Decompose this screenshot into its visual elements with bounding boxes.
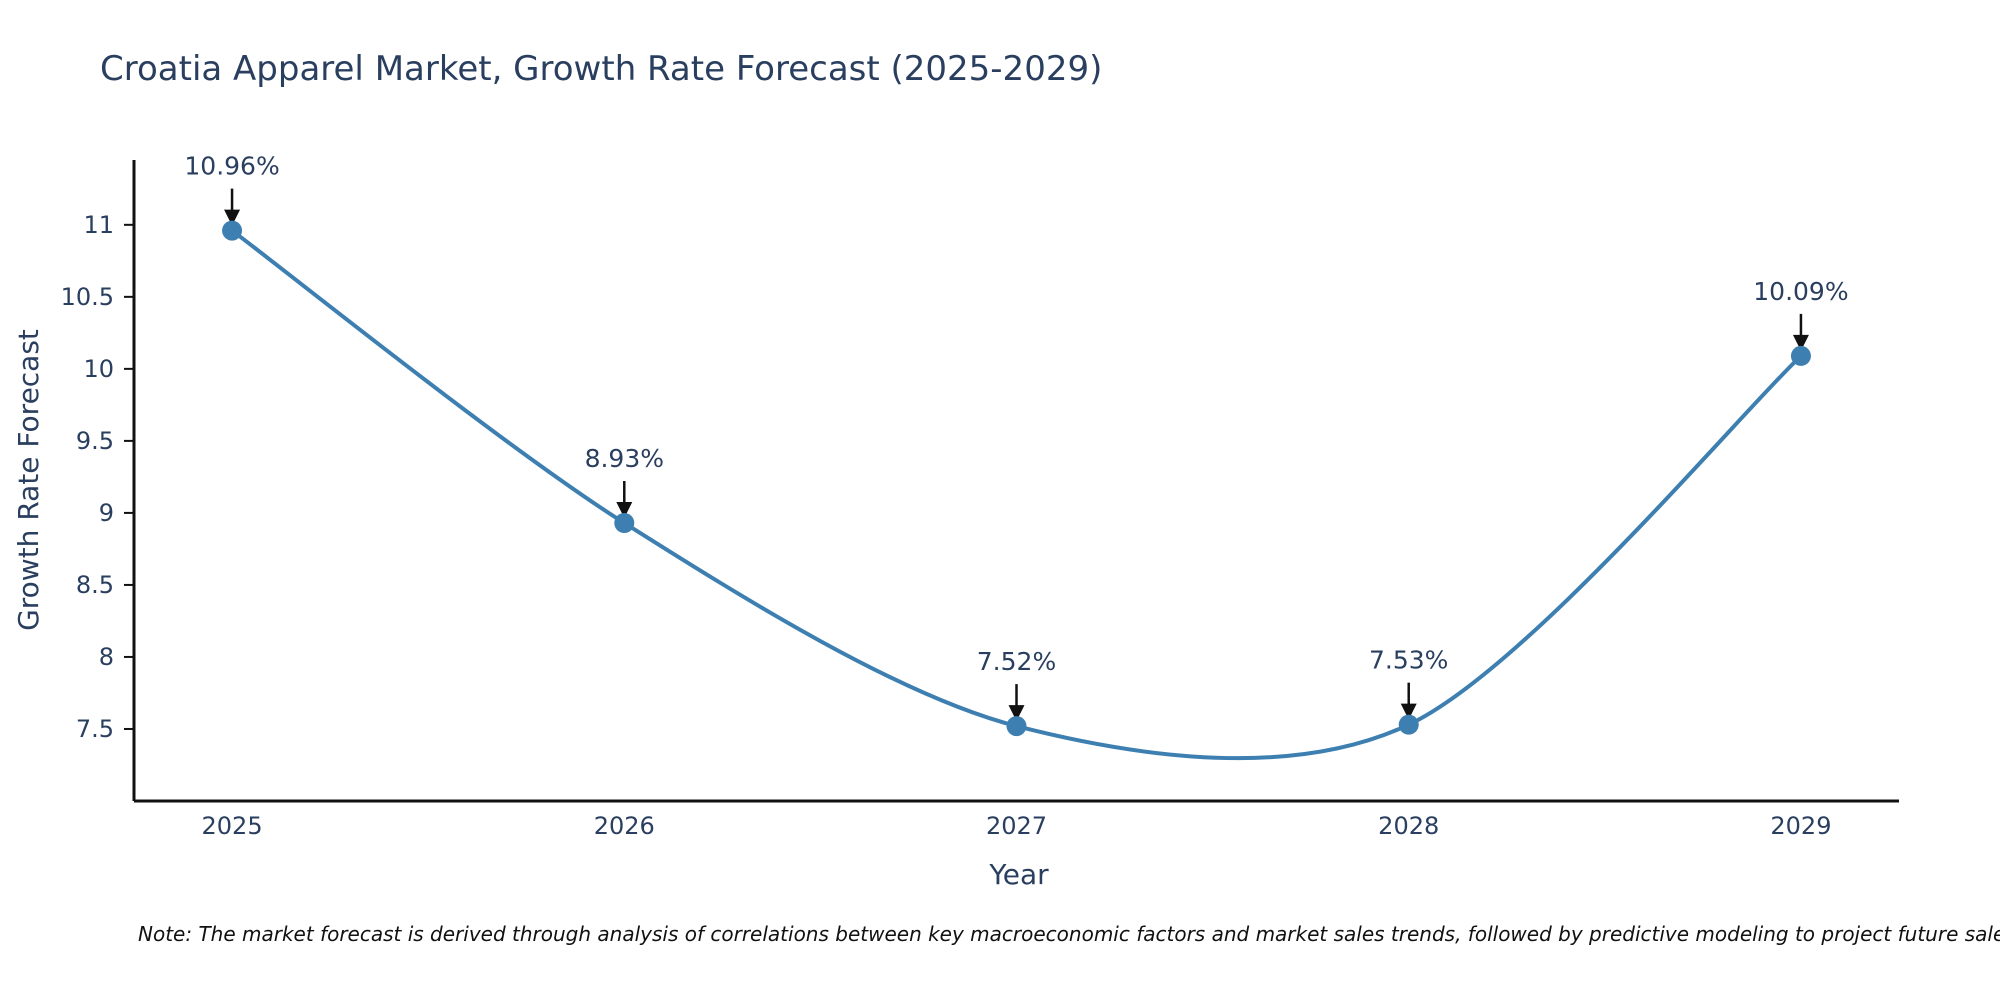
data-annotations: 10.96% 8.93% 7.52% 7.53% 10.09% bbox=[184, 152, 1849, 722]
data-label-2027: 7.52% bbox=[977, 647, 1056, 676]
x-tick-label-2029: 2029 bbox=[1770, 812, 1831, 840]
data-label-2025: 10.96% bbox=[184, 152, 279, 181]
annotation-arrow-head-2029 bbox=[1792, 334, 1809, 351]
y-tick-label-10-5: 10.5 bbox=[61, 283, 114, 311]
y-axis-title: Growth Rate Forecast bbox=[12, 329, 45, 631]
data-point-2029 bbox=[1790, 345, 1811, 366]
data-point-2027 bbox=[1006, 716, 1027, 737]
data-label-2029: 10.09% bbox=[1753, 277, 1848, 306]
data-label-2026: 8.93% bbox=[585, 444, 664, 473]
y-tick-label-8: 8 bbox=[99, 643, 114, 671]
x-tick-label-2027: 2027 bbox=[986, 812, 1047, 840]
chart-title: Croatia Apparel Market, Growth Rate Fore… bbox=[100, 49, 1102, 89]
y-tick-label-11: 11 bbox=[83, 211, 114, 239]
annotation-arrow-head-2026 bbox=[616, 501, 633, 518]
data-markers bbox=[222, 220, 1811, 737]
x-tick-label-2026: 2026 bbox=[594, 812, 655, 840]
y-axis-ticks: 7.5 8 8.5 9 9.5 10 10.5 11 bbox=[61, 211, 134, 743]
annotation-arrow-head-2028 bbox=[1400, 703, 1417, 720]
y-tick-label-9-5: 9.5 bbox=[76, 427, 114, 455]
series-line-growth-rate bbox=[230, 228, 1803, 761]
y-tick-label-10: 10 bbox=[83, 355, 114, 383]
x-tick-label-2025: 2025 bbox=[202, 812, 263, 840]
data-label-2028: 7.53% bbox=[1369, 646, 1448, 675]
x-axis-ticks: 2025 2026 2027 2028 2029 bbox=[202, 812, 1832, 840]
x-axis-title: Year bbox=[988, 858, 1049, 891]
data-point-2028 bbox=[1398, 714, 1419, 735]
annotation-arrow-head-2025 bbox=[224, 209, 241, 226]
note-text: Note: The market forecast is derived thr… bbox=[138, 922, 2000, 946]
y-tick-label-8-5: 8.5 bbox=[76, 571, 114, 599]
data-point-2026 bbox=[614, 512, 635, 533]
annotation-arrow-head-2027 bbox=[1008, 705, 1025, 722]
data-point-2025 bbox=[222, 220, 243, 241]
y-tick-label-7-5: 7.5 bbox=[76, 715, 114, 743]
y-tick-label-9: 9 bbox=[99, 499, 114, 527]
x-tick-label-2028: 2028 bbox=[1378, 812, 1439, 840]
